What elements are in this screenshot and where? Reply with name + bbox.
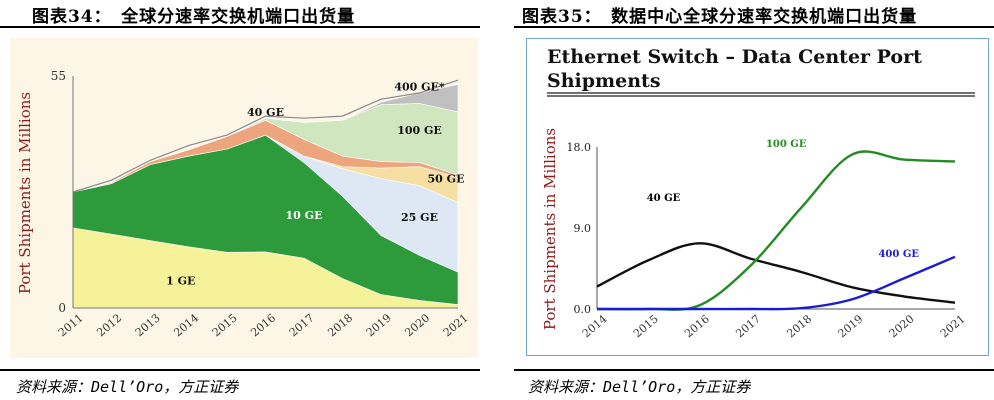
chart2-y-tick-labels: 0.0 9.0 18.0 <box>567 141 592 316</box>
chart2-ytick-18-0: 18.0 <box>567 141 592 154</box>
chart1-ytick-top: 55 <box>51 69 66 83</box>
chart2-title-line1: Ethernet Switch – Data Center Port <box>547 46 922 68</box>
chart1-label-10-ge: 10 GE <box>286 209 323 222</box>
chart1-label-50-ge: 50 GE <box>428 173 465 186</box>
chart2-background <box>527 39 988 355</box>
chart1-label-100-ge: 100 GE <box>397 124 442 137</box>
left-panel-title: 图表34： 全球分速率交换机端口出货量 <box>32 7 356 27</box>
right-panel-title: 图表35： 数据中心全球分速率交换机端口出货量 <box>522 7 918 27</box>
line-chart: Ethernet Switch – Data Center Port Shipm… <box>527 39 988 355</box>
chart2-ytick-9-0: 9.0 <box>574 222 592 235</box>
left-source-note: 资料来源：Dell’Oro，方正证券 <box>16 378 239 396</box>
chart2-ytick-0-0: 0.0 <box>574 303 592 316</box>
line-40-ge <box>596 242 956 304</box>
chart1-areas <box>72 79 459 309</box>
area-400-ge <box>72 84 459 193</box>
chart1-axes: 55 0 Port Shipments in Millions <box>16 69 458 315</box>
chart2-label-40-ge: 40 GE <box>647 193 681 204</box>
chart2-series-labels: 40 GE 100 GE 400 GE <box>647 139 920 260</box>
chart2-series-lines <box>596 150 956 311</box>
chart2-label-100-ge: 100 GE <box>766 139 807 150</box>
right-title-rule <box>514 26 994 28</box>
chart1-label-25-ge: 25 GE <box>401 211 438 224</box>
right-source-note: 资料来源：Dell’Oro，方正证券 <box>528 378 751 396</box>
left-source-rule <box>0 369 480 371</box>
chart2-title-line2: Shipments <box>547 70 661 92</box>
right-chart-frame: Ethernet Switch – Data Center Port Shipm… <box>526 38 989 356</box>
chart1-label-1-ge: 1 GE <box>166 274 195 287</box>
chart1-series-labels: 1 GE 10 GE 25 GE 50 GE 40 GE 100 GE 400 GE* <box>166 81 464 288</box>
stacked-area-chart: 55 0 Port Shipments in Millions 2011 2012… <box>10 38 478 358</box>
chart2-y-axis-label: Port Shipments in Millions <box>541 128 559 330</box>
stack-top-outline <box>72 79 459 193</box>
line-400-ge <box>597 255 956 311</box>
chart1-label-40-ge: 40 GE <box>247 106 284 119</box>
chart1-label-400-ge: 400 GE* <box>394 81 445 94</box>
right-source-rule <box>514 369 994 371</box>
chart2-label-400-ge: 400 GE <box>878 249 919 260</box>
left-chart-frame: 55 0 Port Shipments in Millions 2011 2012… <box>10 38 478 358</box>
left-title-rule <box>0 26 480 28</box>
chart1-y-axis-label: Port Shipments in Millions <box>16 92 34 294</box>
chart1-ytick-zero: 0 <box>58 301 66 315</box>
